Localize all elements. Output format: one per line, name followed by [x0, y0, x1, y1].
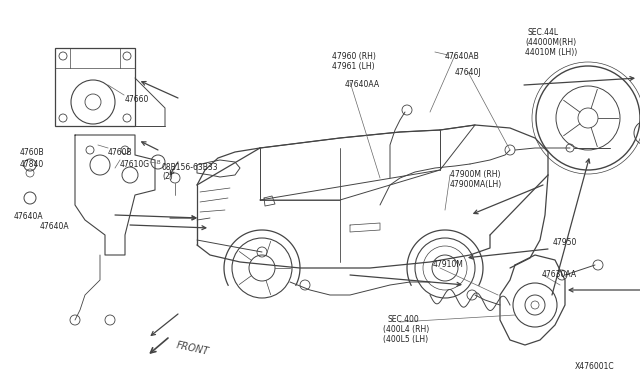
Text: 47640AA: 47640AA [345, 80, 380, 89]
Text: 47900M (RH): 47900M (RH) [450, 170, 500, 179]
Text: (400L4 (RH): (400L4 (RH) [383, 325, 429, 334]
Text: 47950: 47950 [553, 238, 577, 247]
Text: (400L5 (LH): (400L5 (LH) [383, 335, 428, 344]
Text: 47640AB: 47640AB [445, 52, 480, 61]
Text: 47910M: 47910M [433, 260, 464, 269]
Text: 47610G: 47610G [120, 160, 150, 169]
Text: (44000M(RH): (44000M(RH) [525, 38, 576, 47]
Text: (2): (2) [162, 172, 173, 181]
Text: 47640J: 47640J [455, 68, 482, 77]
Text: 47900MA(LH): 47900MA(LH) [450, 180, 502, 189]
Text: 08B156-63B33: 08B156-63B33 [162, 163, 219, 172]
Text: 47960 (RH): 47960 (RH) [332, 52, 376, 61]
Text: 4760B: 4760B [108, 148, 132, 157]
Text: SEC.400: SEC.400 [388, 315, 420, 324]
Text: 47660: 47660 [125, 95, 149, 104]
Text: 44010M (LH)): 44010M (LH)) [525, 48, 577, 57]
Text: 47630AA: 47630AA [542, 270, 577, 279]
Text: 47840: 47840 [20, 160, 44, 169]
Text: 47640A: 47640A [40, 222, 70, 231]
Text: FRONT: FRONT [175, 340, 210, 357]
Text: 4760B: 4760B [20, 148, 45, 157]
Text: SEC.44L: SEC.44L [528, 28, 559, 37]
Text: X476001C: X476001C [575, 362, 614, 371]
Text: 47961 (LH): 47961 (LH) [332, 62, 374, 71]
Text: B: B [156, 160, 160, 164]
Text: 47640A: 47640A [14, 212, 44, 221]
